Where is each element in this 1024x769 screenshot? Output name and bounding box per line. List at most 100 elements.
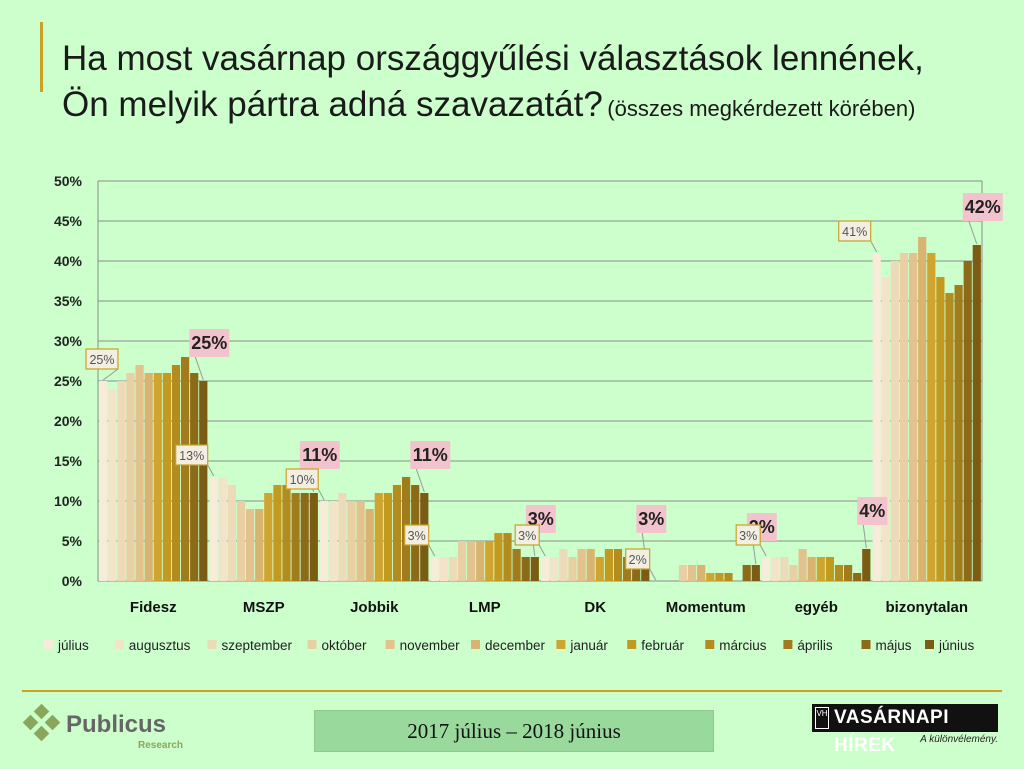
bar-június-bizonytalan [972, 245, 981, 581]
last-label-leader [862, 524, 867, 549]
bar-november-Fidesz [135, 365, 144, 581]
y-tick-label: 40% [54, 253, 83, 269]
last-month-label: 4% [859, 501, 885, 521]
y-tick-label: 30% [54, 333, 83, 349]
title-accent-bar [40, 22, 43, 92]
bar-március-DK [613, 549, 623, 581]
bar-július-Jobbik [320, 501, 329, 581]
bar-augusztus-Fidesz [108, 389, 117, 581]
bar-március-Fidesz [171, 365, 181, 581]
last-label-leader [194, 356, 204, 381]
bar-február-Jobbik [383, 493, 392, 581]
bar-szeptember-Jobbik [338, 493, 347, 581]
bar-január-LMP [485, 541, 494, 581]
first-label-box [285, 468, 319, 490]
data-labels: 25%25%13% 11%10%11%3%3%3%3%2%2%3%4%41%42% [85, 193, 1003, 581]
first-label-box [514, 524, 540, 546]
footer-divider [22, 690, 1002, 692]
bar-március-egyéb [834, 565, 844, 581]
bar-május-LMP [521, 557, 530, 581]
title-line-1: Ha most vasárnap országgyűlési választás… [62, 39, 924, 78]
first-label-box [85, 348, 119, 370]
bar-június-egyéb [862, 549, 871, 581]
first-month-label: 3% [739, 529, 757, 543]
first-label-box [175, 444, 209, 466]
bar-május-Momentum [742, 565, 751, 581]
last-label-box [636, 505, 667, 533]
y-axis: 0% 5% 10% 15% 20% 25% 30% 35% 40% 45% 50% [54, 173, 983, 589]
bar-október-MSZP [236, 501, 246, 581]
last-label-box [299, 441, 340, 469]
x-tick-label: Jobbik [350, 599, 399, 616]
title-line-2: Ön melyik pártra adná szavazatát? [62, 85, 603, 124]
bar-augusztus-bizonytalan [881, 277, 890, 581]
bar-március-MSZP [282, 485, 291, 581]
legend-swatch [783, 640, 793, 649]
x-axis: Fidesz MSZP Jobbik LMP DK Momentum egyéb bizony… [130, 599, 968, 616]
legend-swatch [471, 640, 480, 649]
chart-grid [98, 180, 982, 582]
legend-label: január [569, 638, 608, 653]
bar-február-egyéb [825, 557, 834, 581]
first-label-leader [207, 464, 215, 477]
legend-swatch [44, 640, 53, 649]
legend-swatch [705, 640, 715, 649]
legend-swatch [556, 640, 566, 649]
bar-december-LMP [476, 541, 485, 581]
bar-október-Fidesz [126, 373, 135, 581]
first-label-box [404, 524, 430, 546]
first-label-leader [870, 240, 878, 253]
legend-label: szeptember [222, 638, 293, 653]
legend-label: április [797, 638, 833, 653]
first-label-leader [649, 568, 657, 581]
first-label-leader [102, 368, 119, 381]
bar-január-Fidesz [153, 373, 162, 581]
bar-július-DK [541, 557, 550, 581]
bar-január-DK [595, 557, 604, 581]
y-tick-label: 15% [54, 453, 83, 469]
x-tick-label: LMP [469, 599, 501, 616]
bar-május-Fidesz [190, 373, 199, 581]
bar-február-Fidesz [162, 373, 171, 581]
bar-november-LMP [467, 541, 476, 581]
bar-július-egyéb [762, 557, 771, 581]
bar-június-LMP [530, 557, 539, 581]
publicus-logo-name: Publicus [66, 711, 166, 738]
bar-augusztus-Jobbik [329, 501, 338, 581]
first-label-leader [428, 544, 436, 557]
bar-szeptember-egyéb [780, 557, 789, 581]
bar-szeptember-Fidesz [117, 381, 126, 581]
vasarnapi-hirek-name: VASÁRNAPI HÍREK [812, 704, 998, 756]
bar-április-egyéb [844, 565, 853, 581]
last-label-box [857, 497, 888, 525]
legend-swatch [925, 640, 934, 649]
x-tick-label: DK [584, 599, 606, 616]
y-tick-label: 35% [54, 293, 83, 309]
bar-július-MSZP [209, 477, 218, 581]
bar-február-DK [604, 549, 613, 581]
first-month-label: 3% [518, 529, 536, 543]
bar-szeptember-bizonytalan [890, 261, 899, 581]
period-box: 2017 július – 2018 június [314, 710, 714, 752]
bar-december-Momentum [697, 565, 706, 581]
title-subtitle: (összes megkérdezett körében) [607, 96, 916, 121]
legend-label: december [485, 638, 546, 653]
bar-március-LMP [503, 533, 512, 581]
x-tick-label: MSZP [243, 599, 285, 616]
x-tick-label: egyéb [795, 599, 838, 616]
legend-swatch [307, 640, 317, 649]
bar-október-DK [568, 557, 577, 581]
legend-label: június [938, 638, 975, 653]
first-month-label: 25% [89, 353, 114, 367]
chart-legend: július augusztus szeptember október november… [44, 638, 975, 653]
first-label-box [735, 524, 761, 546]
bar-április-LMP [512, 549, 521, 581]
bar-július-Fidesz [99, 381, 108, 581]
bar-augusztus-egyéb [771, 557, 780, 581]
legend-label: augusztus [129, 638, 191, 653]
legend-swatch [385, 640, 395, 649]
last-month-label: 25% [191, 333, 227, 353]
bar-január-bizonytalan [927, 253, 936, 581]
bar-október-egyéb [789, 565, 798, 581]
bar-chart: 0% 5% 10% 15% 20% 25% 30% 35% 40% 45% 50% Fidesz MS… [44, 173, 1003, 653]
